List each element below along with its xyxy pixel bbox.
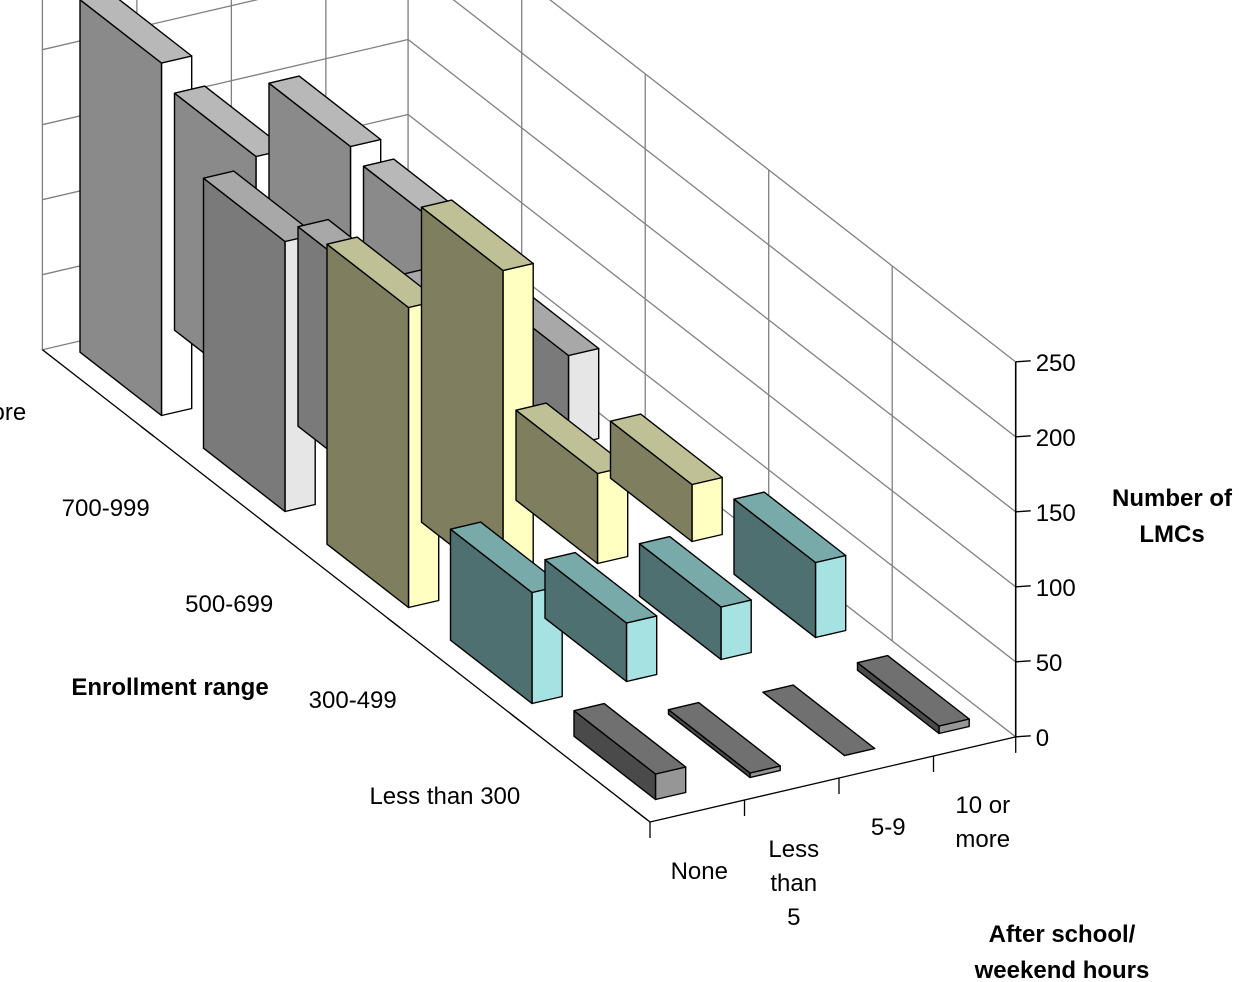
bar-top-face: [268, 75, 382, 148]
bar: [202, 170, 316, 513]
category-label: 700-999: [62, 495, 150, 522]
category-tick: [263, 521, 278, 533]
value-tick: [1015, 360, 1031, 363]
series-label: 10 or: [955, 792, 1010, 819]
z-axis-title-line: weekend hours: [974, 957, 1150, 982]
z-axis-title: After school/weekend hours: [974, 921, 1150, 982]
category-tick: [634, 809, 648, 821]
series-label: more: [955, 826, 1010, 853]
bar-front-face: [79, 0, 163, 417]
bar-top-face: [544, 551, 658, 624]
bar-side-face: [720, 599, 752, 661]
bar-top-face: [667, 701, 781, 774]
value-tick-label: 250: [1036, 350, 1076, 377]
series-axis: [649, 736, 1016, 823]
chart-labels: 0 50 100 150 200 250 Less than 300 300-499 500-6…: [0, 350, 1233, 982]
value-tick: [1015, 585, 1031, 588]
bar-side-face: [814, 554, 847, 639]
value-tick: [1015, 660, 1031, 663]
gridline-side: [407, 39, 1017, 513]
bar-top-face: [733, 491, 847, 564]
bar-top-face: [856, 654, 970, 727]
bar-top-face: [609, 413, 723, 486]
value-tick-label: 100: [1036, 575, 1076, 602]
gridline-side: [407, 114, 1017, 588]
chart-bars: [79, 0, 970, 801]
value-tick: [1015, 510, 1031, 513]
category-tick: [387, 617, 401, 629]
bar: [856, 654, 970, 735]
bar: [544, 551, 658, 683]
category-tick: [140, 425, 154, 437]
bar-side-face: [691, 476, 723, 543]
bar-side-face: [625, 615, 658, 683]
bar: [762, 684, 876, 757]
bar-top-face: [762, 684, 876, 757]
x-axis-title: Enrollment range: [71, 674, 268, 701]
value-tick-label: 200: [1036, 425, 1076, 452]
series-label: 5-9: [871, 814, 906, 841]
bar: [573, 702, 687, 801]
value-tick: [1015, 735, 1031, 738]
gridline-side: [452, 0, 1017, 438]
series-label: Less: [768, 836, 819, 863]
category-label: 300-499: [309, 687, 397, 714]
series-label: None: [671, 858, 728, 885]
bar: [733, 491, 847, 639]
y-axis-title-line: Number of: [1112, 485, 1233, 512]
value-tick: [1015, 435, 1031, 438]
series-label: 5: [787, 904, 800, 931]
bar: [609, 413, 723, 543]
value-tick-label: 50: [1036, 650, 1063, 677]
y-axis-title-line: LMCs: [1139, 521, 1204, 548]
bar: [638, 535, 752, 661]
bar: [515, 402, 629, 565]
bar-top-face: [79, 0, 193, 64]
bar-top-face: [638, 535, 752, 608]
series-label: than: [770, 870, 817, 897]
category-label: 1000 or more: [0, 399, 26, 426]
y-axis-title: Number of LMCs: [1112, 485, 1233, 548]
value-tick-label: 0: [1036, 725, 1049, 752]
bar: [667, 701, 781, 779]
category-tick: [510, 713, 525, 725]
value-tick-label: 150: [1036, 500, 1076, 527]
bar-top-face: [420, 199, 534, 272]
z-axis-title-line: After school/: [989, 921, 1136, 948]
category-label: Less than 300: [369, 783, 520, 810]
category-label: 500-699: [185, 591, 273, 618]
bar-top-face: [573, 702, 687, 775]
